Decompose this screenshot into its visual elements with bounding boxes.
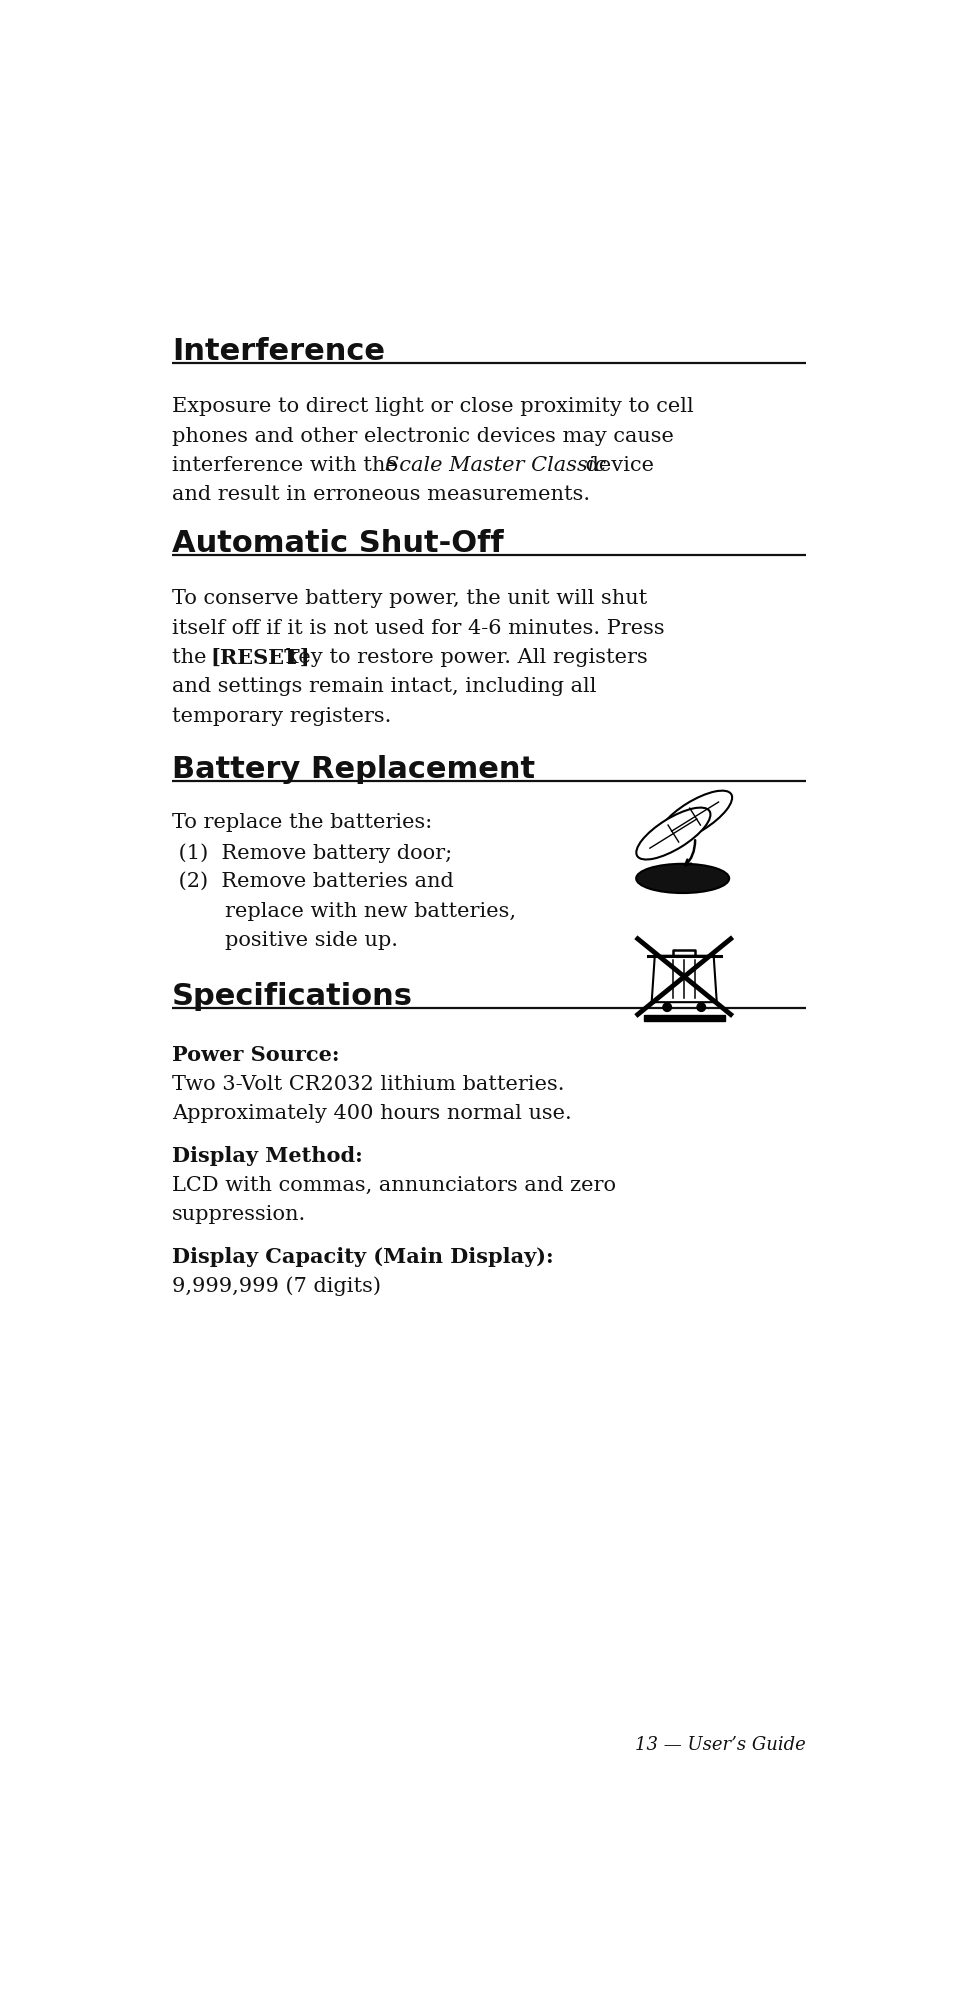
Text: Approximately 400 hours normal use.: Approximately 400 hours normal use. (172, 1105, 571, 1123)
Text: Battery Replacement: Battery Replacement (172, 755, 535, 784)
Text: positive side up.: positive side up. (172, 930, 397, 950)
Text: (1)  Remove battery door;: (1) Remove battery door; (172, 844, 452, 862)
Text: and settings remain intact, including all: and settings remain intact, including al… (172, 677, 596, 697)
Text: Scale Master Classic: Scale Master Classic (385, 456, 605, 474)
Polygon shape (643, 1015, 723, 1021)
Text: device: device (578, 456, 653, 474)
Text: To conserve battery power, the unit will shut: To conserve battery power, the unit will… (172, 589, 646, 609)
Text: Display Capacity (Main Display):: Display Capacity (Main Display): (172, 1246, 553, 1266)
Text: LCD with commas, annunciators and zero: LCD with commas, annunciators and zero (172, 1175, 616, 1195)
Text: Two 3-Volt CR2032 lithium batteries.: Two 3-Volt CR2032 lithium batteries. (172, 1075, 564, 1093)
Text: (2)  Remove batteries and: (2) Remove batteries and (172, 872, 454, 892)
Ellipse shape (636, 864, 728, 894)
Ellipse shape (636, 808, 710, 860)
Ellipse shape (658, 792, 731, 842)
Text: Interference: Interference (172, 338, 385, 366)
Polygon shape (651, 956, 716, 1002)
Text: and result in erroneous measurements.: and result in erroneous measurements. (172, 486, 590, 504)
Text: replace with new batteries,: replace with new batteries, (172, 902, 516, 920)
Text: 9,999,999 (7 digits): 9,999,999 (7 digits) (172, 1276, 380, 1296)
Text: [RESET]: [RESET] (211, 649, 310, 667)
Text: Specifications: Specifications (172, 982, 413, 1011)
Text: To replace the batteries:: To replace the batteries: (172, 814, 432, 832)
Text: itself off if it is not used for 4-6 minutes. Press: itself off if it is not used for 4-6 min… (172, 619, 664, 637)
Text: interference with the: interference with the (172, 456, 404, 474)
Text: Exposure to direct light or close proximity to cell: Exposure to direct light or close proxim… (172, 398, 693, 416)
Circle shape (697, 1002, 705, 1011)
Text: 13 — User’s Guide: 13 — User’s Guide (635, 1736, 805, 1754)
Text: key to restore power. All registers: key to restore power. All registers (278, 649, 646, 667)
Text: suppression.: suppression. (172, 1205, 306, 1223)
Circle shape (662, 1002, 671, 1011)
Text: the: the (172, 649, 213, 667)
Text: Automatic Shut-Off: Automatic Shut-Off (172, 528, 503, 559)
Text: temporary registers.: temporary registers. (172, 707, 391, 725)
Text: phones and other electronic devices may cause: phones and other electronic devices may … (172, 426, 673, 446)
Text: Power Source:: Power Source: (172, 1045, 339, 1065)
Text: Display Method:: Display Method: (172, 1145, 362, 1165)
